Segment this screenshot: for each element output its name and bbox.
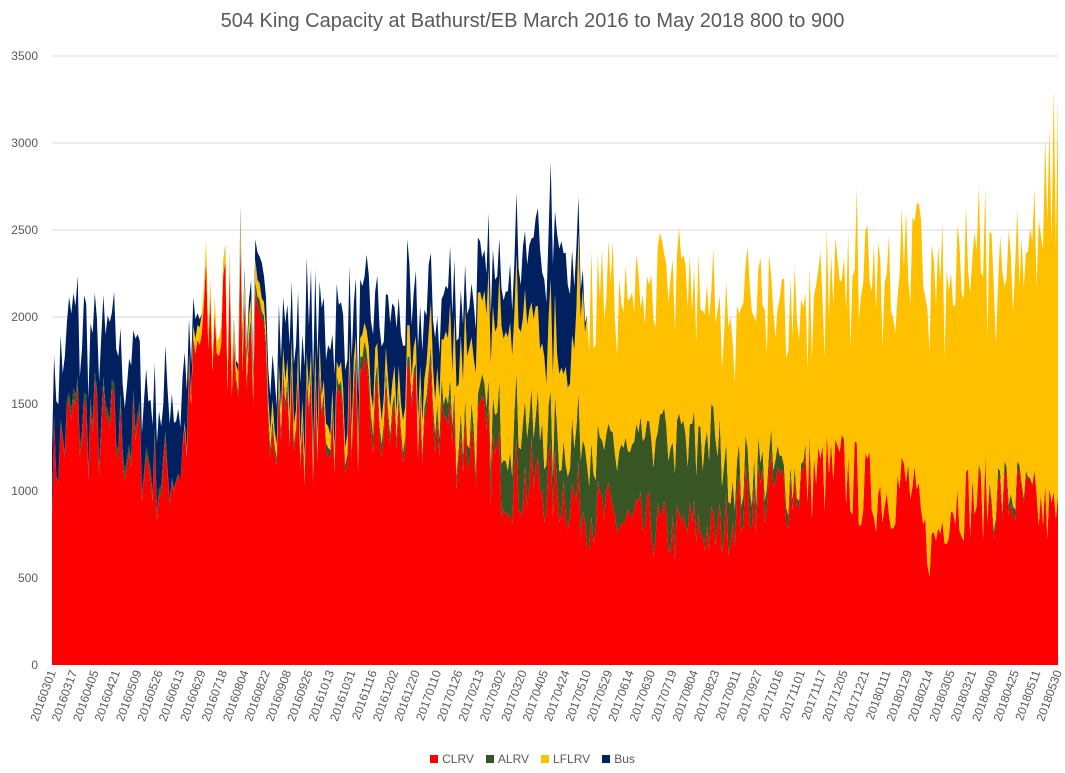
y-tick-label: 2000 [11, 310, 38, 324]
area-alrv [52, 233, 1058, 577]
legend-swatch [430, 755, 439, 763]
y-tick-label: 3000 [11, 136, 38, 150]
legend-label: Bus [614, 752, 635, 766]
area-bus [52, 88, 1058, 515]
legend: CLRV ALRV LFLRV Bus [0, 752, 1065, 766]
area-lflrv [52, 88, 1058, 577]
legend-label: LFLRV [553, 752, 591, 766]
legend-swatch [485, 755, 494, 763]
y-tick-label: 0 [31, 658, 38, 672]
y-tick-label: 1000 [11, 484, 38, 498]
y-tick-label: 500 [18, 571, 38, 585]
legend-item-alrv: ALRV [485, 752, 530, 766]
chart-title: 504 King Capacity at Bathurst/EB March 2… [220, 10, 845, 32]
legend-item-bus: Bus [602, 752, 635, 766]
legend-label: ALRV [497, 752, 530, 766]
y-tick-label: 1500 [11, 397, 38, 411]
y-tick-label: 3500 [11, 49, 38, 63]
legend-label: CLRV [442, 752, 474, 766]
area-clrv [52, 241, 1058, 665]
legend-swatch [602, 755, 611, 763]
legend-item-lflrv: LFLRV [541, 752, 590, 766]
legend-swatch [541, 755, 550, 763]
y-tick-label: 2500 [11, 223, 38, 237]
legend-item-clrv: CLRV [430, 752, 474, 766]
